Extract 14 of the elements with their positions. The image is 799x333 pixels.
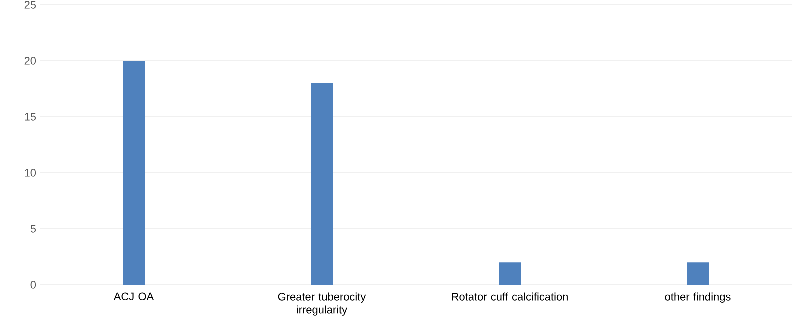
- y-tick-label: 5: [30, 225, 36, 233]
- x-tick-label: Greater tuberocity irregularity: [278, 292, 366, 316]
- x-tick-label: ACJ OA: [114, 292, 154, 301]
- y-tick-label: 20: [24, 57, 36, 65]
- bar: [311, 83, 334, 285]
- bar: [687, 262, 710, 285]
- y-tick-label: 15: [25, 113, 36, 121]
- bar: [123, 61, 145, 285]
- y-tick-label: 25: [24, 1, 36, 9]
- y-tick-label: 0: [30, 281, 36, 289]
- x-tick-label: Rotator cuff calcification: [452, 292, 568, 301]
- y-tick-label: 10: [25, 169, 36, 177]
- bar: [499, 262, 522, 285]
- x-tick-label: other findings: [665, 292, 731, 303]
